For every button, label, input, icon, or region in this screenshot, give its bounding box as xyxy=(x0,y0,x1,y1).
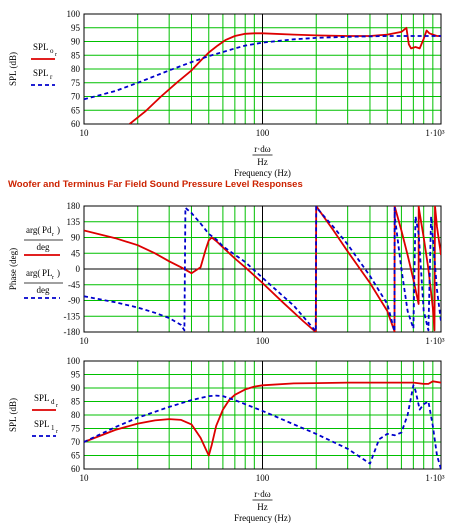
y-tick-label: 65 xyxy=(71,451,81,461)
legend-label: SPL xyxy=(33,42,49,52)
y-axis-label: Phase (deg) xyxy=(8,248,18,290)
legend-label: SPL xyxy=(34,393,50,403)
legend-label: PL xyxy=(42,268,53,278)
x-tick-label: 100 xyxy=(256,473,270,483)
legend-label: deg xyxy=(37,242,50,252)
y-tick-label: 80 xyxy=(71,64,81,74)
x-tick-label: 100 xyxy=(256,128,270,138)
x-axis-label-numerator: r·dω xyxy=(254,489,270,499)
plot-frame xyxy=(83,360,442,470)
y-tick-label: 75 xyxy=(71,424,81,434)
y-tick-label: 85 xyxy=(71,50,81,60)
y-tick-label: 95 xyxy=(71,23,81,33)
legend-label: ) xyxy=(57,268,60,278)
y-tick-label: 100 xyxy=(67,9,81,19)
y-tick-label: 95 xyxy=(71,370,81,380)
y-tick-label: 70 xyxy=(71,92,81,102)
y-tick-label: 135 xyxy=(67,217,81,227)
x-axis-label-denominator: Hz xyxy=(257,157,268,167)
y-tick-label: 45 xyxy=(71,248,81,258)
legend-subscript: r xyxy=(56,429,58,435)
y-tick-label: -135 xyxy=(64,311,81,321)
x-tick-label: 10 xyxy=(80,473,90,483)
legend-label: arg( xyxy=(26,268,40,278)
y-tick-label: 75 xyxy=(71,78,81,88)
legend-subscript: o xyxy=(50,47,54,55)
legend-subscript: r xyxy=(56,403,58,409)
legend-subscript: 1 xyxy=(51,424,55,432)
y-tick-label: -90 xyxy=(68,296,80,306)
y-tick-label: 60 xyxy=(71,464,81,474)
series-line-SPLd_r xyxy=(84,380,441,457)
legend-label: Pd xyxy=(42,225,52,235)
x-tick-label: 10 xyxy=(80,128,90,138)
series-line-SPL_r xyxy=(84,35,441,101)
legend-subscript: r xyxy=(50,73,53,81)
x-tick-label: 1·10³ xyxy=(425,473,444,483)
legend-subscript: r xyxy=(55,52,57,58)
y-tick-label: 90 xyxy=(71,233,81,243)
legend-subscript: r xyxy=(52,275,54,281)
y-tick-label: -180 xyxy=(64,327,81,337)
x-tick-label: 100 xyxy=(256,336,270,346)
series-line-SPLo_r xyxy=(129,26,441,124)
x-axis-label-denominator: Hz xyxy=(257,502,268,512)
x-axis-label: Frequency (Hz) xyxy=(234,513,291,523)
y-tick-label: 100 xyxy=(67,356,81,366)
x-tick-label: 10 xyxy=(80,336,90,346)
x-axis-label-numerator: r·dω xyxy=(254,144,270,154)
y-tick-label: 70 xyxy=(71,437,81,447)
legend-label: SPL xyxy=(34,419,50,429)
legend-label: SPL xyxy=(33,68,49,78)
y-tick-label: 85 xyxy=(71,397,81,407)
y-tick-label: 65 xyxy=(71,105,81,115)
x-axis-label: Frequency (Hz) xyxy=(234,168,291,178)
y-axis-label: SPL (dB) xyxy=(8,52,18,86)
legend-subscript: r xyxy=(52,232,54,238)
plot-frame xyxy=(83,205,442,333)
section-heading: Woofer and Terminus Far Field Sound Pres… xyxy=(8,179,303,190)
y-tick-label: 90 xyxy=(71,37,81,47)
series-line-arg(PL_r)/deg xyxy=(84,206,441,332)
legend-label: deg xyxy=(37,285,50,295)
x-tick-label: 1·10³ xyxy=(425,336,444,346)
y-tick-label: 80 xyxy=(71,410,81,420)
y-tick-label: 60 xyxy=(71,119,81,129)
y-tick-label: -45 xyxy=(68,280,80,290)
y-tick-label: 0 xyxy=(76,264,81,274)
legend-label: ) xyxy=(57,225,60,235)
plot-frame xyxy=(83,13,442,125)
legend-subscript: d xyxy=(51,398,55,406)
y-axis-label: SPL (dB) xyxy=(8,398,18,432)
legend-label: arg( xyxy=(26,225,40,235)
y-tick-label: 90 xyxy=(71,383,81,393)
series-line-SPL1_r xyxy=(84,384,441,469)
x-tick-label: 1·10³ xyxy=(425,128,444,138)
y-tick-label: 180 xyxy=(67,201,81,211)
